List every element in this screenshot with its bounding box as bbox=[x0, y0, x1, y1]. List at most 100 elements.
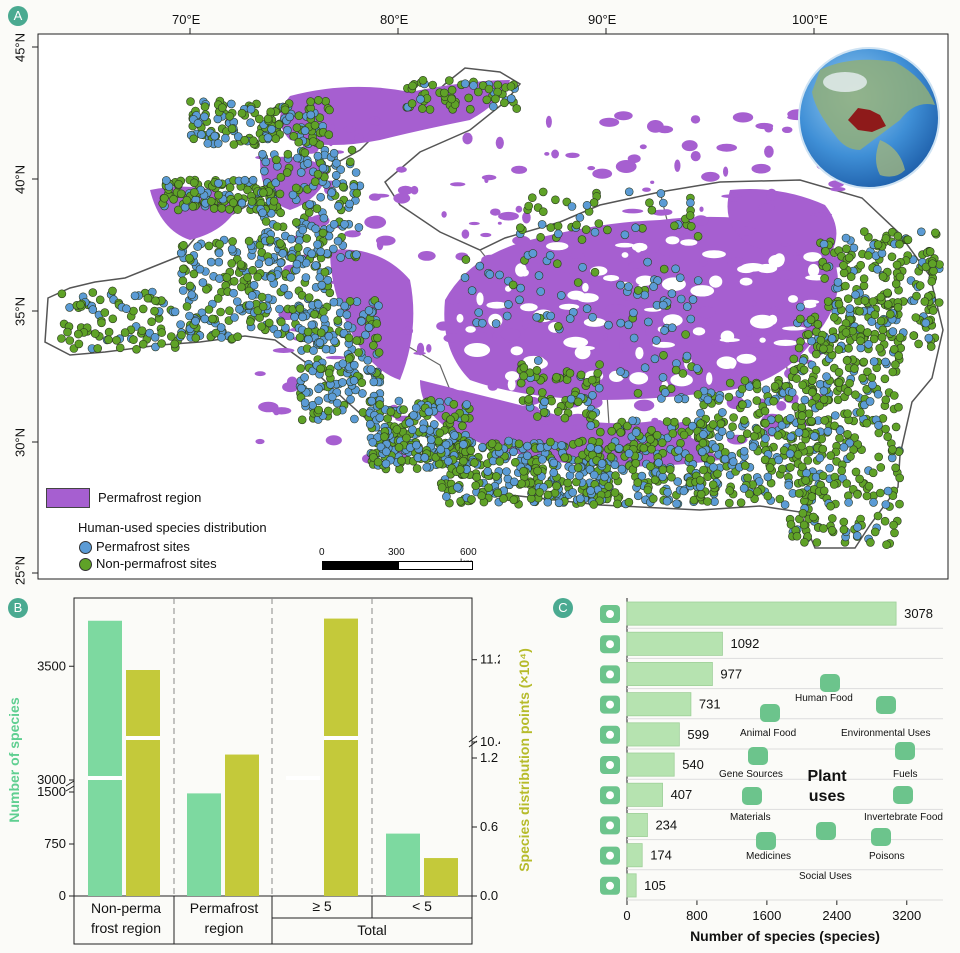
insect-leaf-icon bbox=[600, 876, 620, 895]
use-icon bbox=[760, 704, 780, 722]
panel-a: A 70°E 80°E 90°E 100°E 45°N 40°N 35°N 30… bbox=[8, 6, 949, 586]
permafrost-site-dot bbox=[79, 541, 92, 554]
ylabel-left: Number of species bbox=[6, 697, 22, 823]
lat-tick-label: 35°N bbox=[12, 296, 28, 327]
lon-tick-label: 100°E bbox=[792, 12, 828, 27]
xlabel-c: Number of species (species) bbox=[690, 928, 880, 944]
category-label-2: ≥ 5 bbox=[312, 898, 332, 914]
use-bar bbox=[626, 782, 663, 807]
use-label-invertebrate-food: Invertebrate Food bbox=[864, 812, 943, 823]
use-label-materials: Materials bbox=[730, 812, 771, 823]
scale-bar-black bbox=[322, 561, 400, 570]
use-bar bbox=[626, 722, 680, 747]
shirt-icon bbox=[600, 665, 620, 684]
panel-b-label: B bbox=[8, 598, 28, 618]
use-icon bbox=[895, 742, 915, 760]
site-points bbox=[57, 76, 944, 550]
use-icon bbox=[871, 828, 891, 846]
cow-icon bbox=[600, 756, 620, 774]
use-bar bbox=[626, 752, 675, 777]
ytick-left-label: 3000 bbox=[37, 772, 66, 787]
bar-species bbox=[386, 833, 420, 896]
use-icon bbox=[876, 696, 896, 714]
bar-distribution-points bbox=[424, 858, 458, 896]
chart-b-frame bbox=[73, 597, 473, 897]
first-aid-kit-icon bbox=[600, 605, 620, 623]
use-bar bbox=[626, 601, 897, 626]
use-label-gene-sources: Gene Sources bbox=[719, 769, 783, 780]
panel-c-label: C bbox=[553, 598, 573, 618]
use-bar-value: 234 bbox=[655, 817, 677, 832]
permafrost-patches bbox=[150, 80, 846, 469]
use-bar-value: 3078 bbox=[904, 606, 933, 621]
lat-tick-label: 25°N bbox=[12, 555, 28, 586]
scale-label-0: 0 bbox=[319, 547, 325, 558]
bar-species bbox=[187, 793, 221, 896]
category-label-3: < 5 bbox=[412, 898, 432, 914]
use-bar-value: 407 bbox=[671, 787, 693, 802]
use-bar bbox=[626, 843, 643, 868]
use-label-poisons: Poisons bbox=[869, 851, 905, 862]
scale-bar-white bbox=[398, 561, 473, 570]
ytick-right-label: 0.6 bbox=[480, 819, 498, 834]
permafrost-swatch bbox=[46, 488, 90, 508]
use-label-environmental: Environmental Uses bbox=[841, 728, 931, 739]
ytick-left-label: 1500 bbox=[37, 784, 66, 799]
use-icon bbox=[756, 832, 776, 850]
map-legend: Permafrost region Human-used species dis… bbox=[46, 486, 306, 576]
ytick-left-label: 750 bbox=[44, 836, 66, 851]
seed-icon bbox=[600, 725, 620, 744]
axis-break-right bbox=[468, 735, 478, 748]
legend-permafrost-sites: Permafrost sites bbox=[96, 539, 190, 554]
use-bar-value: 174 bbox=[650, 848, 672, 863]
use-icon bbox=[816, 822, 836, 840]
tibet-highlight bbox=[848, 108, 886, 132]
scale-bar: 0 300 600 km bbox=[319, 547, 482, 573]
c-xtick-label: 2400 bbox=[822, 908, 851, 923]
use-bar bbox=[626, 662, 713, 687]
plant-pot-icon bbox=[600, 635, 620, 654]
use-bar-value: 105 bbox=[644, 878, 666, 893]
use-bar bbox=[626, 873, 637, 898]
c-xtick-label: 1600 bbox=[752, 908, 781, 923]
permafrost-map bbox=[32, 28, 949, 580]
category-box bbox=[73, 896, 473, 945]
use-label-fuels: Fuels bbox=[893, 769, 918, 780]
use-bar-value: 1092 bbox=[730, 636, 759, 651]
bar-break-gap bbox=[286, 776, 320, 780]
use-icon bbox=[893, 786, 913, 804]
category-label-0: Non-perma frost region bbox=[90, 900, 162, 936]
baby-icon bbox=[600, 695, 620, 714]
bar-distribution-points bbox=[225, 754, 259, 896]
use-bar-value: 977 bbox=[720, 666, 742, 681]
bar-break-gap bbox=[88, 776, 122, 780]
lat-tick-label: 30°N bbox=[12, 427, 28, 458]
panel-c: C 0 800 1600 2400 3200 3078 1092 977 731 599 540 40… bbox=[500, 592, 960, 953]
globe-inset bbox=[798, 47, 940, 189]
plant-uses-title: Plant uses bbox=[807, 768, 847, 805]
fuel-pump-icon bbox=[600, 846, 620, 865]
use-label-animal-food: Animal Food bbox=[740, 728, 797, 739]
lon-tick-label: 80°E bbox=[380, 12, 409, 27]
bar-distribution-points bbox=[324, 618, 358, 896]
use-icon bbox=[820, 674, 840, 692]
group-label-total: Total bbox=[357, 922, 387, 938]
non-permafrost-site-dot bbox=[79, 558, 92, 571]
use-bar-value: 599 bbox=[687, 727, 709, 742]
c-xtick-label: 0 bbox=[623, 908, 630, 923]
skull-icon bbox=[600, 786, 620, 805]
legend-distribution-title: Human-used species distribution bbox=[78, 520, 267, 535]
use-bar-value: 731 bbox=[699, 697, 721, 712]
use-icon bbox=[748, 747, 768, 765]
category-label-1: Permafrost region bbox=[189, 900, 259, 936]
use-bar bbox=[626, 812, 648, 837]
ytick-left-label: 3500 bbox=[37, 658, 66, 673]
use-label-social-uses: Social Uses bbox=[799, 871, 852, 882]
lon-tick-label: 70°E bbox=[172, 12, 201, 27]
c-xtick-label: 3200 bbox=[892, 908, 921, 923]
chart-c: 0 800 1600 2400 3200 3078 1092 977 731 599 540 407 2… bbox=[600, 598, 943, 923]
bar-break-gap bbox=[126, 736, 160, 740]
use-label-medicines: Medicines bbox=[746, 851, 792, 862]
